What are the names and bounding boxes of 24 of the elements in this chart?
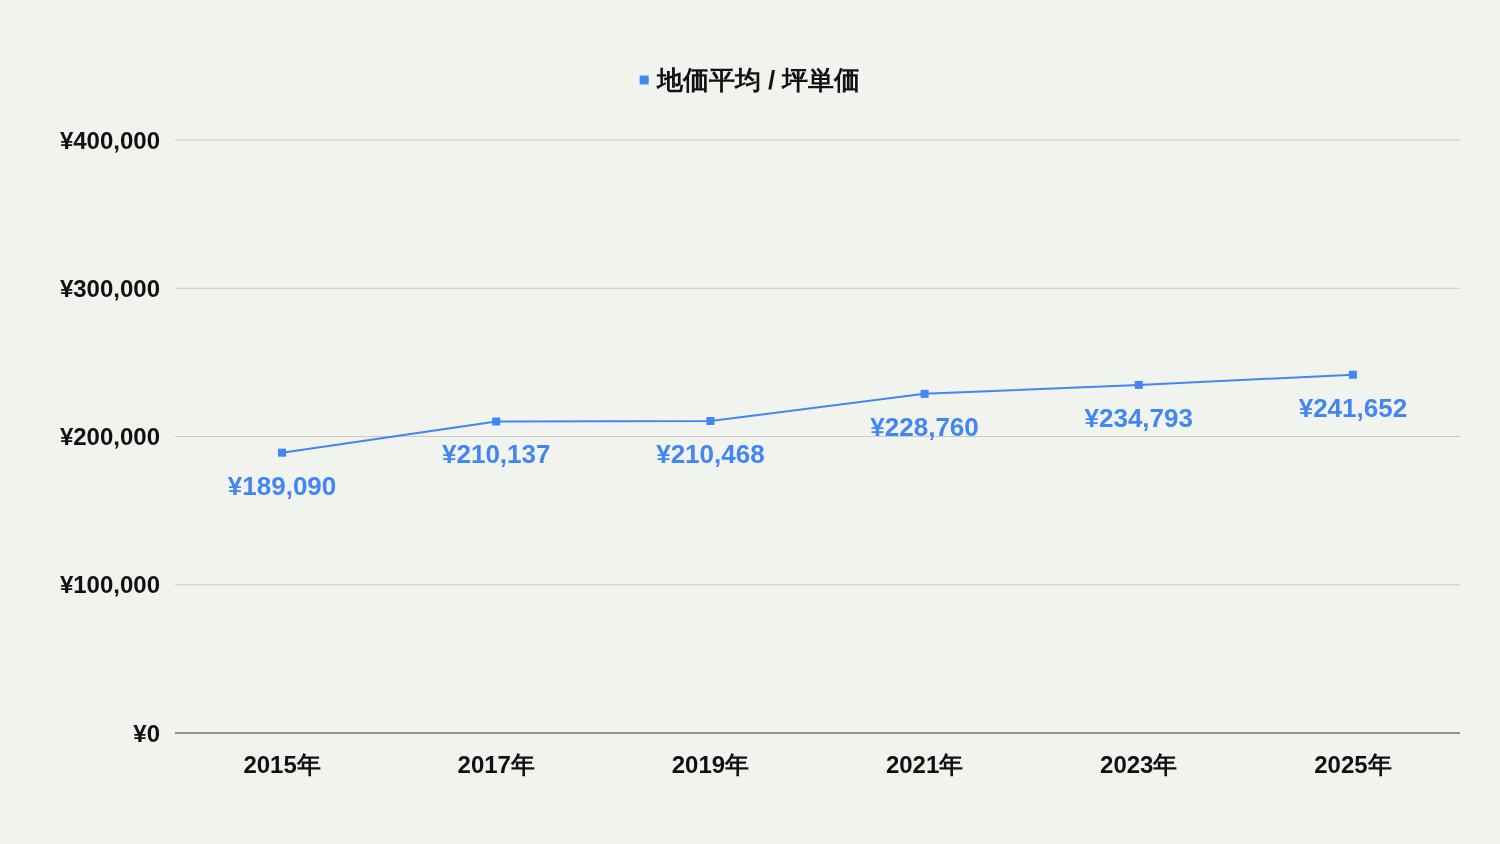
data-label: ¥210,137: [442, 439, 551, 470]
y-tick-label: ¥400,000: [59, 126, 160, 154]
y-tick-label: ¥200,000: [59, 423, 160, 450]
x-tick-label: 2021年: [885, 750, 964, 778]
y-tick-label: ¥300,000: [59, 274, 160, 302]
point: [1348, 370, 1357, 379]
y-tick-label: ¥100,000: [59, 571, 160, 599]
data-label: ¥241,652: [1298, 392, 1408, 423]
point: [278, 448, 287, 457]
legend-label: 地価平均 / 坪単価: [655, 65, 861, 95]
data-label: ¥228,760: [870, 411, 979, 442]
point: [920, 389, 929, 398]
point: [492, 417, 501, 426]
point: [1134, 380, 1143, 389]
x-tick-label: 2019年: [671, 750, 750, 778]
y-tick-label: ¥0: [133, 719, 160, 747]
point: [706, 416, 715, 425]
data-label: ¥234,793: [1084, 402, 1193, 433]
x-tick-label: 2015年: [243, 750, 321, 778]
x-tick-label: 2023年: [1100, 750, 1178, 778]
x-tick-label: 2017年: [457, 750, 535, 778]
x-tick-label: 2025年: [1314, 750, 1392, 778]
data-label: ¥210,468: [656, 438, 765, 469]
data-label: ¥189,090: [227, 470, 337, 501]
